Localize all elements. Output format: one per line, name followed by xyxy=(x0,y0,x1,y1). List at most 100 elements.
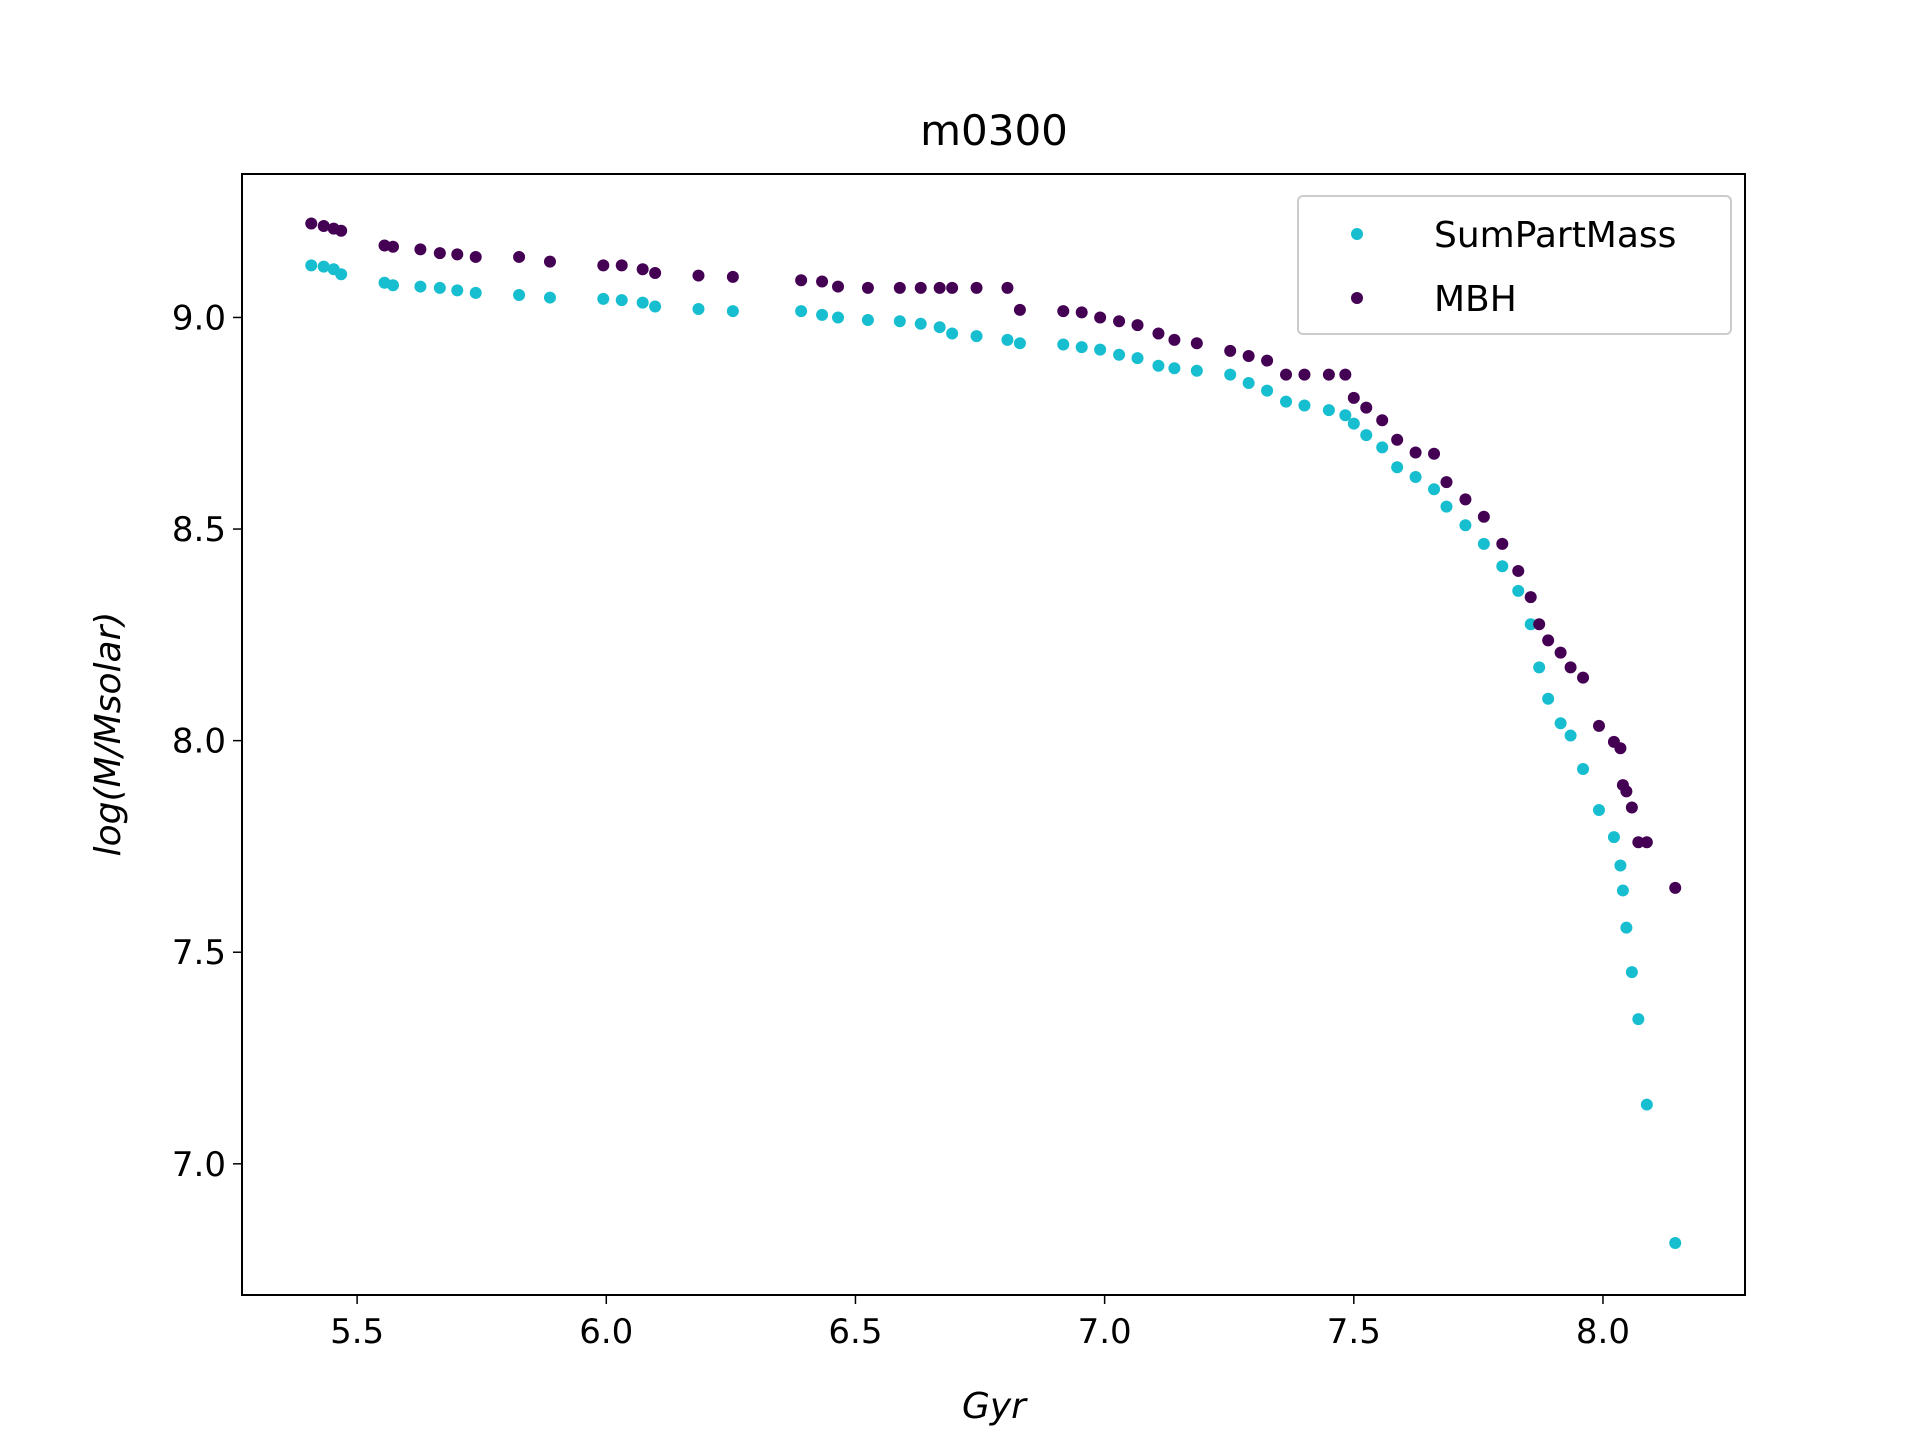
data-point xyxy=(1339,409,1352,422)
x-tick-label: 7.0 xyxy=(1078,1312,1132,1352)
data-point xyxy=(636,263,649,276)
data-point xyxy=(1640,1098,1653,1111)
data-point xyxy=(1075,341,1088,354)
data-point xyxy=(1496,537,1509,550)
x-tick-label: 6.0 xyxy=(579,1312,633,1352)
data-point xyxy=(649,300,662,313)
y-tick-label: 8.0 xyxy=(172,722,226,762)
data-point xyxy=(1094,343,1107,356)
data-point xyxy=(1242,377,1255,390)
data-point xyxy=(1360,401,1373,414)
data-point xyxy=(1391,461,1404,474)
chart-title: m0300 xyxy=(920,106,1068,155)
data-point xyxy=(1554,646,1567,659)
data-point xyxy=(1592,719,1605,732)
data-point xyxy=(1376,414,1389,427)
data-point xyxy=(1592,804,1605,817)
data-point xyxy=(1577,671,1590,684)
data-point xyxy=(1280,395,1293,408)
data-point xyxy=(1347,417,1360,430)
data-point xyxy=(1496,560,1509,573)
y-tick-label: 7.0 xyxy=(172,1145,226,1185)
data-point xyxy=(1477,537,1490,550)
data-point xyxy=(1614,859,1627,872)
data-point xyxy=(816,308,829,321)
data-point xyxy=(1524,591,1537,604)
data-point xyxy=(1001,333,1014,346)
data-point xyxy=(914,317,927,330)
data-point xyxy=(1577,762,1590,775)
data-point xyxy=(893,315,906,328)
data-point xyxy=(970,330,983,343)
data-point xyxy=(451,248,464,261)
data-point xyxy=(636,296,649,309)
data-point xyxy=(1524,618,1537,631)
data-point xyxy=(1322,368,1335,381)
y-axis-label: log(M/Msolar) xyxy=(88,612,129,857)
legend-label: MBH xyxy=(1434,279,1517,320)
data-point xyxy=(1376,441,1389,454)
data-point xyxy=(1632,836,1645,849)
data-point xyxy=(1190,337,1203,350)
data-point xyxy=(1190,364,1203,377)
data-point xyxy=(861,281,874,294)
y-tick-label: 8.5 xyxy=(172,510,226,550)
data-point xyxy=(1339,368,1352,381)
data-point xyxy=(1440,476,1453,489)
x-axis-label: Gyr xyxy=(962,1386,1028,1427)
data-point xyxy=(692,269,705,282)
data-point xyxy=(1322,404,1335,417)
data-point xyxy=(1013,337,1026,350)
y-tick-label: 9.0 xyxy=(172,298,226,338)
data-point xyxy=(1224,368,1237,381)
data-point xyxy=(1409,470,1422,483)
data-point xyxy=(1440,500,1453,513)
data-point xyxy=(1564,661,1577,674)
data-point xyxy=(1620,921,1633,934)
plot-frame xyxy=(241,173,1746,1296)
data-point xyxy=(1057,338,1070,351)
legend-label: SumPartMass xyxy=(1434,215,1676,256)
data-point xyxy=(1280,368,1293,381)
data-point xyxy=(1347,391,1360,404)
data-point xyxy=(305,217,318,230)
data-point xyxy=(893,281,906,294)
data-point xyxy=(1261,384,1274,397)
y-tick-label: 7.5 xyxy=(172,933,226,973)
data-point xyxy=(1113,315,1126,328)
data-point xyxy=(335,268,348,281)
data-point xyxy=(1620,785,1633,798)
data-point xyxy=(386,240,399,253)
data-point xyxy=(1131,352,1144,365)
data-point xyxy=(433,247,446,260)
x-tick-label: 5.5 xyxy=(330,1312,384,1352)
data-point xyxy=(914,281,927,294)
data-point xyxy=(946,281,959,294)
data-point xyxy=(1360,429,1373,442)
data-point xyxy=(1428,447,1441,460)
legend-marker xyxy=(1351,228,1363,240)
data-point xyxy=(1131,319,1144,332)
data-point xyxy=(1168,362,1181,375)
data-point xyxy=(1113,348,1126,361)
data-point xyxy=(513,289,526,302)
data-point xyxy=(970,281,983,294)
data-point xyxy=(816,275,829,288)
data-point xyxy=(597,259,610,272)
data-point xyxy=(433,281,446,294)
data-point xyxy=(1554,717,1567,730)
data-point xyxy=(1391,433,1404,446)
data-point xyxy=(1242,349,1255,362)
data-point xyxy=(1152,327,1165,340)
data-point xyxy=(1013,303,1026,316)
data-point xyxy=(317,220,330,233)
data-point xyxy=(597,292,610,305)
x-tick-label: 8.0 xyxy=(1576,1312,1630,1352)
data-point xyxy=(1477,510,1490,523)
data-point xyxy=(1224,344,1237,357)
data-point xyxy=(543,291,556,304)
data-point xyxy=(1261,354,1274,367)
data-point xyxy=(692,302,705,315)
data-point xyxy=(1057,305,1070,318)
data-point xyxy=(543,255,556,268)
